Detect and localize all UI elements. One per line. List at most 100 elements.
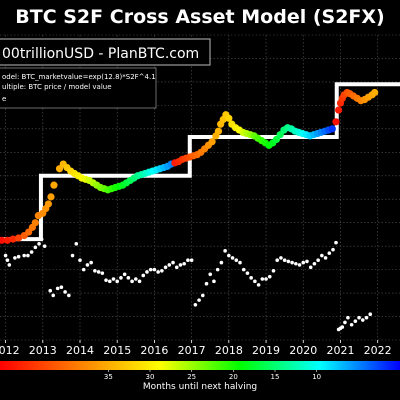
- multiple-point: [163, 265, 168, 270]
- price-point: [47, 193, 55, 201]
- multiple-point: [253, 279, 257, 284]
- multiple-point: [78, 258, 82, 263]
- multiple-point: [93, 268, 97, 273]
- price-point: [371, 88, 379, 97]
- multiple-point: [316, 258, 320, 263]
- multiple-point: [290, 260, 294, 265]
- multiple-point: [156, 270, 160, 274]
- price-point: [208, 138, 216, 146]
- price-point: [335, 106, 343, 114]
- multiple-point: [100, 271, 105, 275]
- multiple-point: [130, 279, 134, 284]
- multiple-point: [301, 260, 306, 265]
- legend-line-extra: e: [2, 95, 6, 103]
- multiple-point: [33, 245, 38, 250]
- x-tick-label: 2022: [364, 344, 392, 357]
- multiple-point: [145, 270, 149, 274]
- multiple-point: [279, 256, 283, 260]
- multiple-point: [7, 263, 12, 267]
- x-tick-label: 2014: [66, 344, 94, 357]
- multiple-point: [160, 268, 164, 273]
- legend-line-multiple: ultiple: BTC price / model value: [2, 83, 112, 91]
- multiple-point: [16, 254, 21, 259]
- multiple-point: [215, 267, 220, 272]
- multiple-point: [212, 279, 216, 284]
- multiple-point: [223, 249, 227, 253]
- multiple-point: [115, 279, 120, 284]
- multiple-point: [29, 250, 34, 254]
- legend-line-model: odel: BTC_marketvalue=exp(12.8)*S2F^4.1: [2, 73, 156, 81]
- multiple-point: [234, 258, 239, 263]
- multiple-series: [3, 237, 373, 332]
- price-point: [31, 219, 39, 227]
- multiple-point: [141, 273, 146, 278]
- colorbar-gradient: [0, 361, 400, 370]
- multiple-point: [297, 263, 302, 267]
- multiple-point: [286, 259, 291, 264]
- multiple-point: [308, 265, 313, 270]
- multiple-point: [167, 263, 172, 267]
- multiple-point: [89, 260, 93, 265]
- multiple-point: [294, 261, 298, 266]
- multiple-point: [349, 322, 354, 327]
- multiple-point: [85, 263, 90, 267]
- multiple-point: [204, 281, 209, 286]
- multiple-point: [148, 267, 153, 272]
- multiple-point: [197, 298, 201, 302]
- x-tick-label: 2012: [0, 344, 20, 357]
- multiple-point: [200, 293, 205, 298]
- multiple-point: [63, 290, 67, 294]
- price-point: [0, 236, 6, 244]
- multiple-point: [126, 276, 131, 280]
- multiple-point: [171, 260, 175, 265]
- multiple-point: [107, 279, 112, 284]
- multiple-point: [208, 272, 213, 277]
- multiple-point: [312, 261, 317, 266]
- x-tick-label: 2018: [215, 344, 243, 357]
- multiple-point: [368, 312, 373, 316]
- multiple-point: [67, 293, 71, 298]
- price-point: [9, 235, 17, 243]
- colorbar: 35 30 25 20 15 10 Months until next halving: [0, 361, 400, 392]
- x-tick-label: 2016: [140, 344, 168, 357]
- multiple-point: [360, 318, 365, 322]
- multiple-point: [260, 277, 265, 281]
- colorbar-tick-label: 15: [271, 373, 280, 381]
- multiple-point: [39, 237, 44, 241]
- multiple-point: [343, 320, 347, 325]
- multiple-point: [327, 251, 332, 255]
- multiple-point: [152, 267, 157, 272]
- multiple-point: [3, 253, 8, 258]
- price-series: [0, 88, 379, 244]
- colorbar-tick-label: 25: [187, 373, 196, 381]
- multiple-point: [70, 253, 75, 258]
- colorbar-label: Months until next halving: [143, 382, 257, 392]
- multiple-point: [346, 315, 350, 320]
- multiple-point: [81, 267, 86, 272]
- x-axis-ticks: 2012 2013 2014 2015 2016 2017 2018 2019 2020 2021…: [0, 340, 392, 357]
- price-point: [50, 181, 58, 189]
- multiple-point: [305, 259, 309, 264]
- multiple-point: [353, 319, 358, 324]
- price-point: [332, 118, 340, 126]
- multiple-point: [134, 277, 138, 281]
- multiple-point: [48, 288, 53, 293]
- multiple-point: [241, 267, 246, 272]
- multiple-point: [193, 303, 198, 307]
- x-tick-label: 2021: [326, 344, 354, 357]
- multiple-point: [238, 260, 242, 265]
- multiple-point: [174, 265, 179, 270]
- multiple-point: [51, 293, 56, 298]
- multiple-point: [5, 258, 10, 263]
- price-point: [44, 200, 52, 208]
- price-point: [328, 125, 336, 133]
- x-tick-label: 2015: [103, 344, 131, 357]
- x-tick-label: 2017: [178, 344, 206, 357]
- multiple-point: [275, 258, 280, 263]
- multiple-point: [111, 277, 116, 281]
- price-point: [225, 114, 233, 122]
- multiple-point: [137, 279, 142, 284]
- price-point: [3, 236, 12, 244]
- colorbar-tick-label: 20: [229, 373, 238, 381]
- multiple-point: [320, 253, 324, 258]
